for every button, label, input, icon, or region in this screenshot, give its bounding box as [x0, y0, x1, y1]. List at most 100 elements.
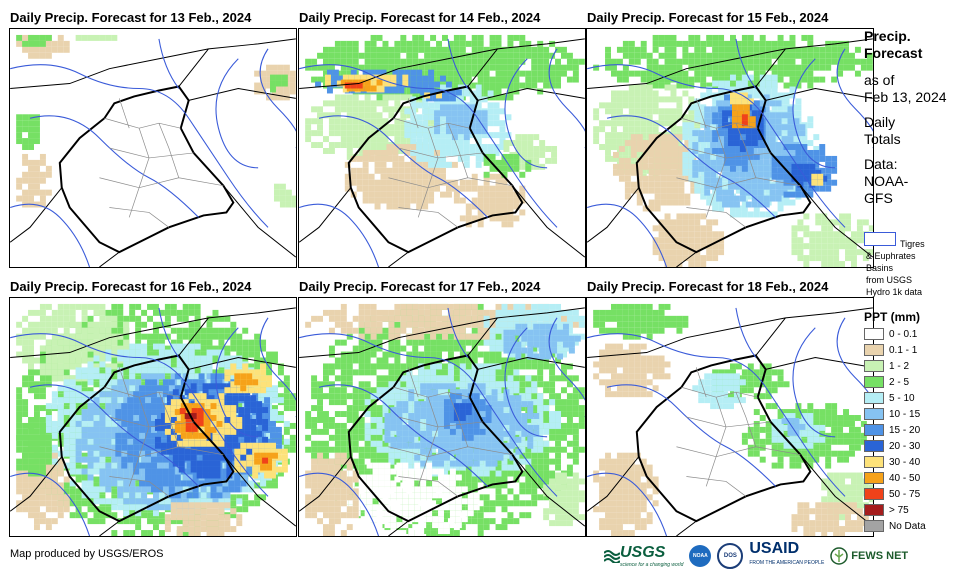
precip-cell: [117, 339, 124, 346]
precip-cell: [640, 90, 647, 97]
precip-cell: [850, 243, 857, 250]
precip-cell: [475, 90, 482, 97]
precip-cell: [424, 52, 431, 59]
precip-cell: [503, 140, 510, 147]
precip-cell: [81, 303, 88, 310]
precip-cell: [459, 185, 466, 192]
precip-cell: [75, 494, 82, 501]
precip-cell: [57, 333, 64, 340]
precip-cell: [242, 351, 249, 358]
precip-cell: [481, 149, 488, 156]
precip-cell: [513, 215, 520, 222]
precip-cell: [254, 339, 261, 346]
precip-cell: [352, 58, 359, 65]
precip-cell: [336, 80, 343, 87]
precip-cell: [443, 89, 450, 96]
precip-cell: [611, 58, 617, 65]
map-panel-14-feb[interactable]: [298, 28, 586, 268]
precip-cell: [416, 173, 423, 180]
precip-cell: [781, 148, 788, 154]
precip-cell: [811, 179, 818, 186]
precip-cell: [388, 94, 395, 101]
precip-cell: [694, 110, 701, 117]
precip-cell: [666, 134, 673, 141]
precip-cell: [364, 58, 371, 65]
precip-cell: [426, 95, 433, 102]
precip-cell: [356, 82, 363, 89]
precip-cell: [358, 142, 365, 148]
precip-cell: [813, 146, 820, 152]
precip-cell: [218, 339, 225, 346]
precip-cell: [682, 255, 689, 262]
precip-cell: [672, 151, 679, 158]
precip-cell: [789, 76, 796, 83]
map-panel-16-feb[interactable]: [9, 297, 297, 537]
precip-cell: [354, 74, 361, 81]
precip-cell: [45, 315, 52, 322]
precip-cell: [735, 187, 742, 194]
precip-cell: [272, 357, 278, 364]
precip-cell: [111, 488, 118, 495]
precip-cell: [850, 255, 857, 262]
precip-cell: [531, 58, 538, 65]
precip-cell: [555, 76, 561, 83]
precip-cell: [224, 315, 231, 322]
precip-cell: [561, 64, 567, 71]
precip-cell: [463, 161, 470, 168]
precip-cell: [795, 191, 802, 198]
precip-cell: [787, 130, 794, 137]
precip-cell: [93, 309, 100, 316]
precip-cell: [692, 130, 699, 137]
precip-cell: [724, 106, 730, 113]
precip-cell: [323, 136, 329, 143]
precip-cell: [593, 132, 600, 139]
precip-cell: [434, 132, 441, 139]
precip-cell: [176, 339, 183, 346]
precip-cell: [771, 155, 778, 162]
precip-cell: [741, 114, 748, 121]
precip-cell: [153, 303, 159, 310]
precip-cell: [654, 193, 661, 200]
precip-cell: [706, 34, 713, 41]
precip-cell: [105, 458, 112, 465]
precip-cell: [640, 84, 647, 91]
precip-cell: [410, 102, 417, 109]
precip-cell: [277, 363, 284, 370]
precip-cell: [757, 171, 764, 178]
precip-cell: [453, 40, 460, 47]
precip-cell: [718, 86, 725, 93]
precip-cell: [815, 231, 822, 238]
precip-cell: [440, 110, 446, 117]
precip-cell: [346, 130, 353, 137]
precip-cell: [471, 46, 478, 53]
precip-cell: [513, 64, 520, 71]
map-panel-15-feb[interactable]: [586, 28, 874, 268]
precip-cell: [392, 69, 399, 76]
precip-cell: [682, 82, 689, 89]
precip-cell: [451, 104, 458, 111]
precip-cell: [428, 173, 435, 180]
precip-cell: [706, 52, 713, 59]
precip-cell: [566, 58, 573, 65]
precip-cell: [266, 64, 272, 71]
precip-cell: [628, 40, 635, 47]
precip-cell: [642, 146, 649, 152]
precip-cell: [105, 34, 112, 41]
precip-cell: [676, 243, 683, 250]
precip-cell: [81, 333, 88, 340]
map-panel-13-feb[interactable]: [9, 28, 297, 268]
precip-cell: [700, 187, 707, 194]
precip-cell: [712, 98, 719, 105]
precip-cell: [521, 163, 528, 170]
precip-cell: [406, 94, 413, 101]
precip-cell: [670, 243, 677, 250]
precip-cell: [704, 106, 711, 113]
precip-cell: [521, 140, 528, 147]
precip-cell: [775, 118, 782, 125]
precip-cell: [688, 243, 695, 250]
precip-cell: [527, 146, 534, 152]
precip-cell: [710, 165, 717, 172]
precip-cell: [815, 243, 822, 250]
precip-cell: [640, 76, 647, 83]
precip-cell: [453, 58, 460, 65]
